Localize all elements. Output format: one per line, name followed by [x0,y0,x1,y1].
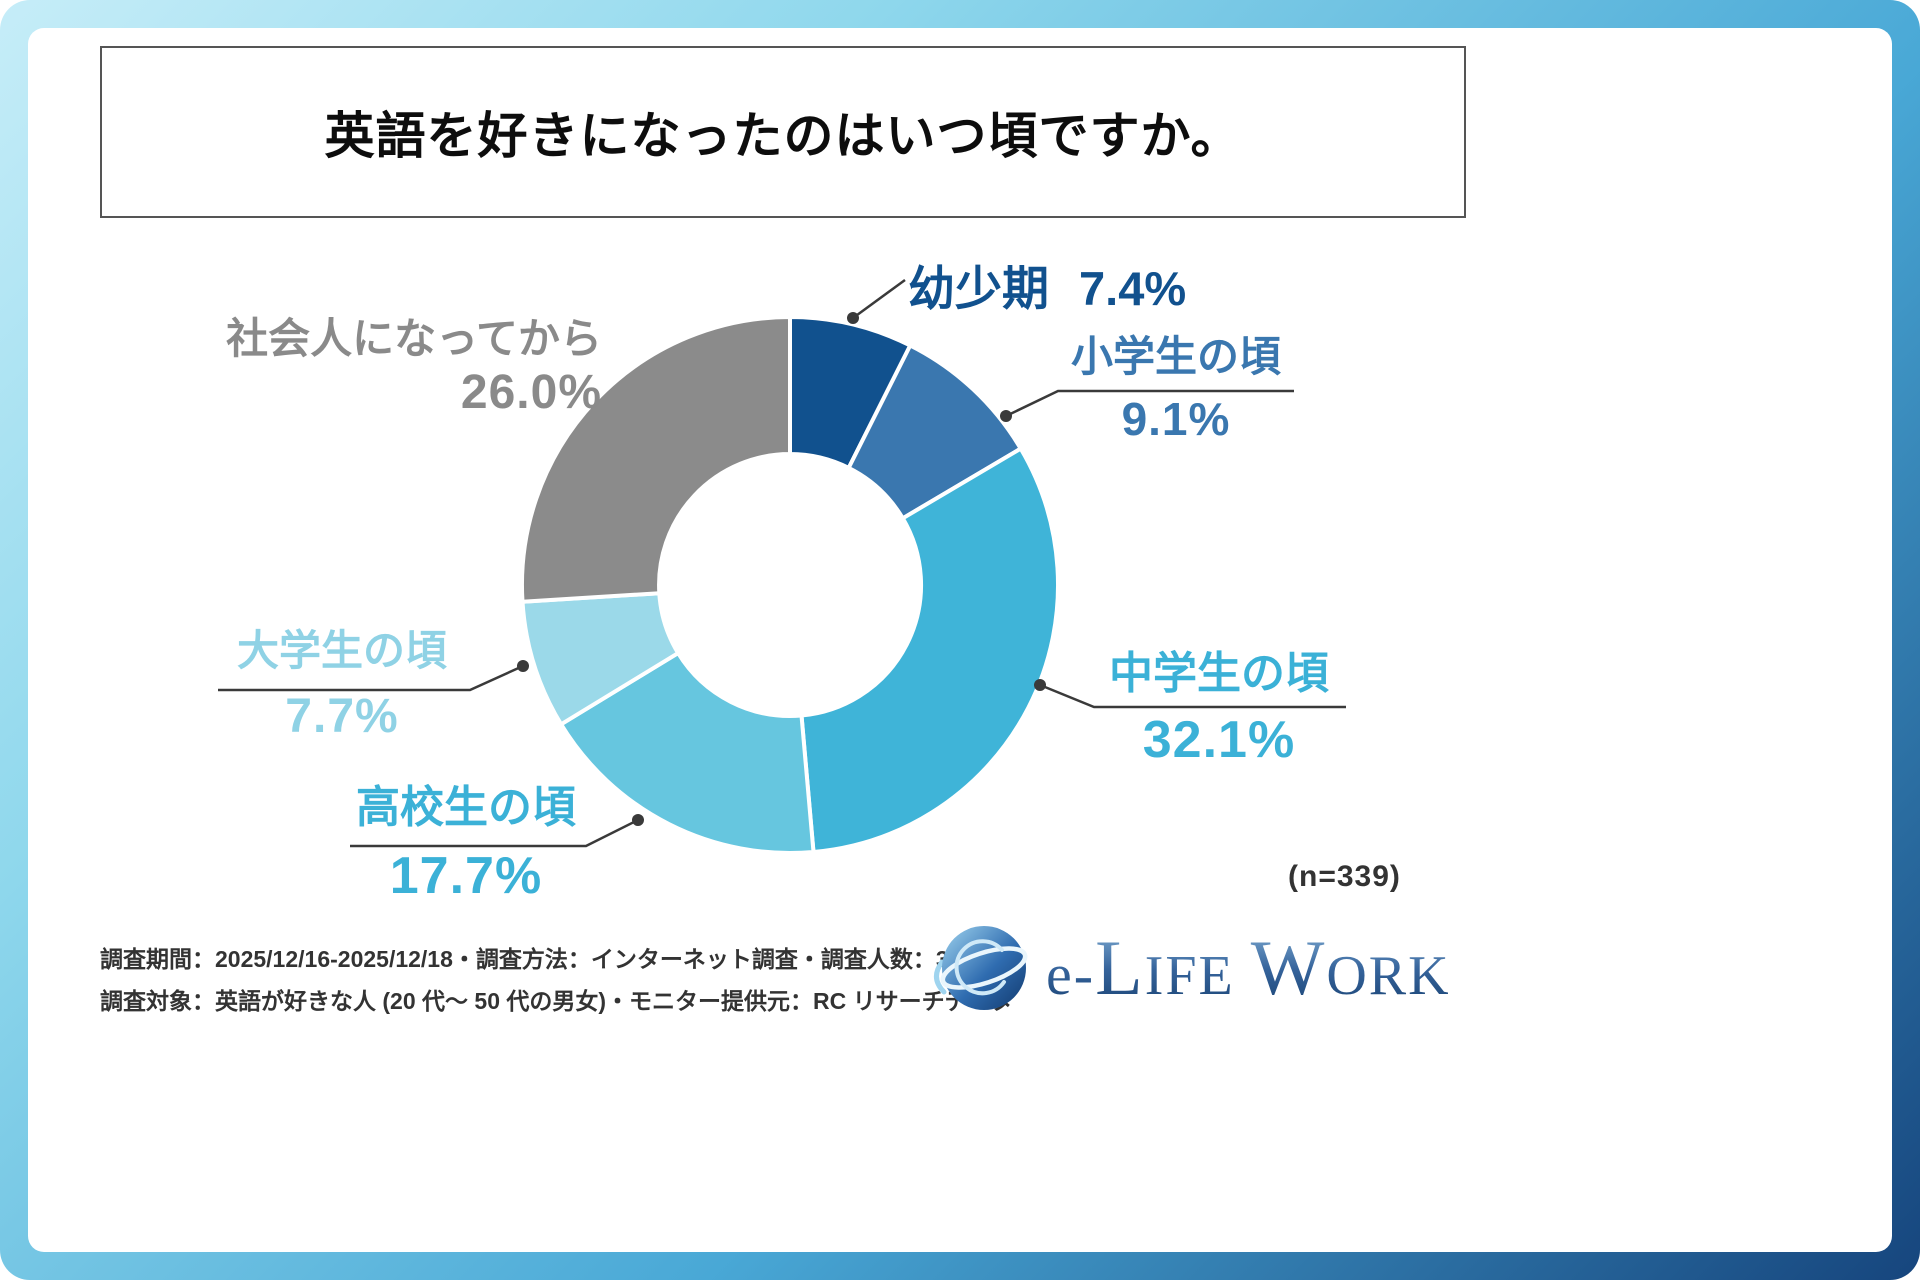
segment-pct: 26.0% [460,366,602,420]
leader-line-yosho [852,278,906,320]
segment-name: 小学生の頃 [1070,333,1281,380]
donut-slice-1 [846,342,1024,522]
segment-pct: 9.1% [1121,393,1231,446]
logo-part: W [1250,924,1327,1011]
segment-label-shogaku: 小学生の頃 9.1% [1056,334,1296,445]
logo: e- L IFE W ORK [928,916,1451,1020]
logo-part: IFE [1144,945,1235,1007]
segment-label-shakaijin: 社会人になってから 26.0% [150,316,602,419]
segment-name: 社会人になってから [226,315,602,362]
segment-pct: 32.1% [1142,710,1296,769]
donut-slice-2 [799,445,1060,855]
donut-slice-0 [788,314,913,471]
survey-period-line: 調査期間：2025/12/16-2025/12/18・調査方法：インターネット調… [100,946,1004,972]
segment-pct: 7.7% [285,690,399,744]
segment-name: 高校生の頃 [356,783,576,832]
segment-pct: 17.7% [389,846,543,905]
logo-part: L [1095,924,1145,1011]
logo-part: ORK [1326,945,1451,1007]
segment-label-yosho: 幼少期 7.4% [908,262,1187,315]
title-box: 英語を好きになったのはいつ頃ですか。 [100,46,1466,218]
globe-icon [934,926,1028,1010]
donut-slice-4 [520,591,681,728]
segment-label-daigaku: 大学生の頃 7.7% [212,628,472,743]
segment-pct: 7.4% [1079,262,1187,315]
donut-slice-3 [558,650,816,856]
segment-label-chugaku: 中学生の頃 32.1% [1090,650,1348,768]
sample-size: (n=339) [1288,860,1401,893]
donut-slices [519,314,1060,856]
chart-title: 英語を好きになったのはいつ頃ですか。 [324,108,1242,164]
logo-part: e- [1046,942,1096,1007]
survey-target-line: 調査対象：英語が好きな人 (20 代～ 50 代の男女)・モニター提供元：RC … [100,988,1014,1014]
segment-name: 中学生の頃 [1109,649,1329,698]
survey-info: 調査期間：2025/12/16-2025/12/18・調査方法：インターネット調… [100,938,1014,1022]
logo-text: e- L IFE W ORK [1046,923,1451,1013]
segment-name: 大学生の頃 [236,627,447,674]
segment-name: 幼少期 [908,262,1049,315]
segment-label-koukou: 高校生の頃 17.7% [344,784,588,904]
